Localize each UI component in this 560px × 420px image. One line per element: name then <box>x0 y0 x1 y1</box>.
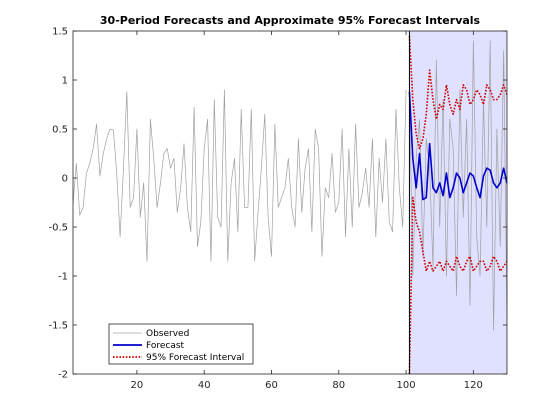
plot-area <box>73 31 507 374</box>
x-tick-label: 60 <box>265 380 278 391</box>
y-tick-label: 0.5 <box>52 125 68 136</box>
x-tick-label: 120 <box>464 380 483 391</box>
series-lines <box>73 35 507 374</box>
series-line-forecast <box>408 91 507 201</box>
chart-title: 30-Period Forecasts and Approximate 95% … <box>100 14 481 27</box>
legend-label: Observed <box>146 329 189 339</box>
y-tick-label: 1 <box>62 76 68 87</box>
axes-box <box>72 30 508 375</box>
y-tick-label: 0 <box>62 174 68 185</box>
x-tick-label: 100 <box>397 380 416 391</box>
x-tick-label: 40 <box>198 380 211 391</box>
legend: Observed Forecast 95% Forecast Interval <box>108 323 254 365</box>
legend-label: 95% Forecast Interval <box>146 353 244 363</box>
series-line-95-forecast-interval-lower <box>408 196 507 374</box>
series-line-95-forecast-interval <box>408 35 507 150</box>
y-tick-label: -2 <box>58 370 68 381</box>
y-tick-label: -1.5 <box>48 321 68 332</box>
legend-label: Forecast <box>146 341 185 351</box>
y-tick-label: 1.5 <box>52 27 68 38</box>
x-tick-label: 20 <box>131 380 144 391</box>
series-line-observed <box>73 89 407 262</box>
y-tick-label: -1 <box>58 272 68 283</box>
y-tick-label: -0.5 <box>48 223 68 234</box>
axes: 20 40 60 80 100 120 -2 -1.5 -1 -0.5 0 0.5 1 1.5 <box>48 27 508 391</box>
x-tick-label: 80 <box>332 380 345 391</box>
